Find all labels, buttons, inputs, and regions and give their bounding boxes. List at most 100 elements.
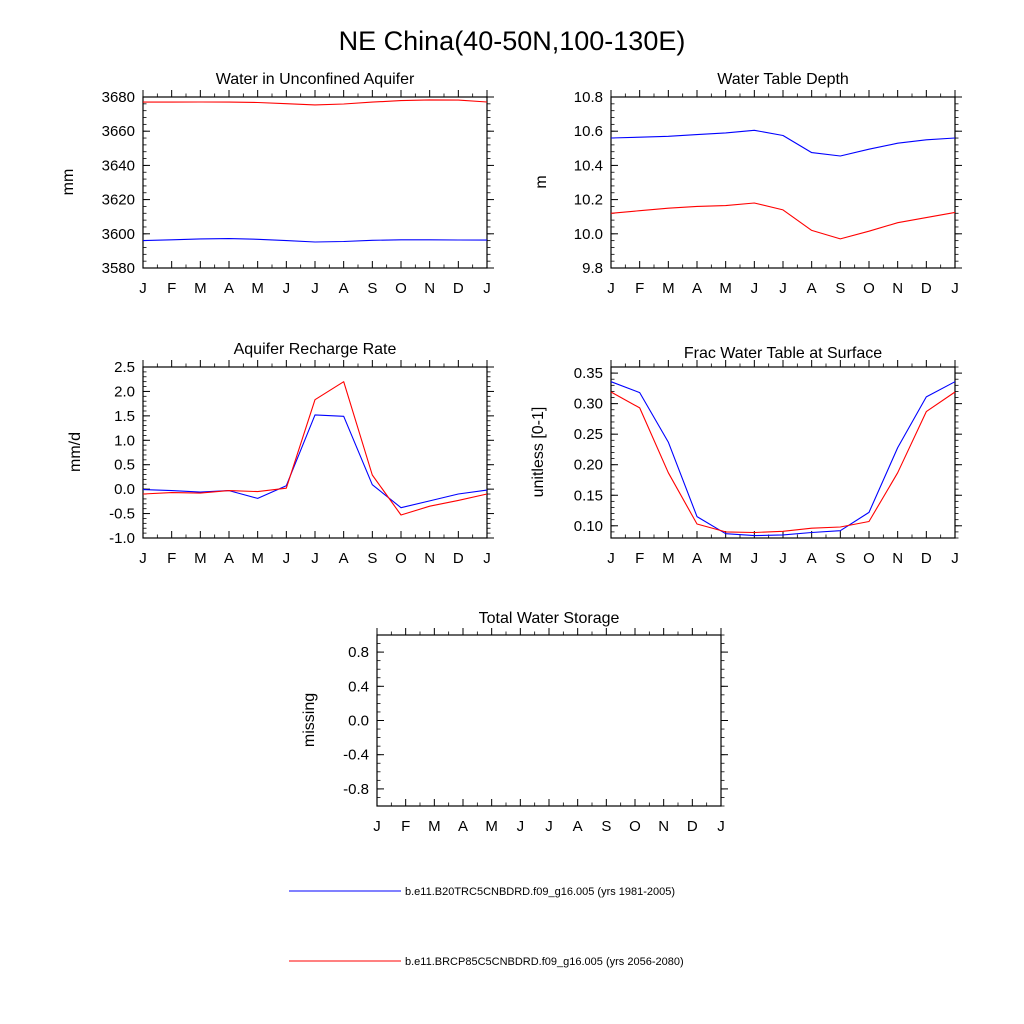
x-tick-label: J	[607, 550, 615, 567]
series-line	[610, 202, 956, 240]
y-tick-label: 0.5	[114, 457, 135, 474]
y-tick-label: 10.8	[574, 89, 603, 106]
x-tick-label: F	[167, 550, 176, 567]
x-tick-label: S	[835, 550, 845, 567]
x-tick-label: A	[692, 280, 702, 297]
x-tick-label: J	[951, 280, 959, 297]
x-tick-label: J	[607, 280, 615, 297]
x-tick-label: M	[251, 280, 264, 297]
y-tick-label: 10.6	[574, 123, 603, 140]
x-tick-label: A	[224, 550, 234, 567]
x-tick-label: D	[453, 550, 464, 567]
x-tick-label: F	[167, 280, 176, 297]
y-tick-label: 2.0	[114, 383, 135, 400]
y-tick-label: 0.10	[574, 518, 603, 535]
x-tick-label: J	[139, 280, 147, 297]
x-tick-label: D	[453, 280, 464, 297]
x-tick-label: A	[573, 818, 583, 835]
y-tick-label: 1.5	[114, 408, 135, 425]
legend: b.e11.B20TRC5CNBDRD.f09_g16.005 (yrs 198…	[289, 886, 684, 968]
x-tick-label: D	[921, 550, 932, 567]
y-tick-label: -0.8	[343, 781, 369, 798]
y-tick-label: 0.4	[348, 678, 369, 695]
x-tick-label: N	[892, 550, 903, 567]
y-tick-label: 0.25	[574, 426, 603, 443]
series-line	[610, 381, 956, 537]
y-tick-label: 3600	[102, 226, 135, 243]
x-tick-label: M	[428, 818, 441, 835]
x-tick-label: O	[395, 280, 407, 297]
x-tick-label: O	[863, 550, 875, 567]
x-tick-label: N	[658, 818, 669, 835]
x-tick-label: M	[719, 550, 732, 567]
y-tick-label: 0.15	[574, 487, 603, 504]
x-tick-label: J	[751, 550, 759, 567]
y-axis-label: unitless [0-1]	[530, 407, 547, 498]
x-tick-label: A	[224, 280, 234, 297]
x-tick-label: A	[339, 550, 349, 567]
x-tick-label: J	[373, 818, 381, 835]
x-tick-label: J	[517, 818, 525, 835]
x-tick-label: D	[921, 280, 932, 297]
legend-item: b.e11.BRCP85C5CNBDRD.f09_g16.005 (yrs 20…	[289, 956, 684, 968]
panel-title: Aquifer Recharge Rate	[234, 341, 397, 358]
x-tick-label: J	[483, 550, 491, 567]
x-tick-label: M	[251, 550, 264, 567]
x-tick-label: O	[863, 280, 875, 297]
x-tick-label: N	[892, 280, 903, 297]
x-tick-label: J	[951, 550, 959, 567]
x-tick-label: J	[139, 550, 147, 567]
x-tick-label: O	[629, 818, 641, 835]
x-tick-label: N	[424, 280, 435, 297]
y-tick-label: 0.0	[114, 481, 135, 498]
x-tick-label: A	[339, 280, 349, 297]
plot-frame	[142, 366, 488, 539]
y-tick-label: 10.0	[574, 226, 603, 243]
x-tick-label: M	[662, 550, 675, 567]
x-tick-label: A	[692, 550, 702, 567]
y-tick-label: 2.5	[114, 359, 135, 376]
panel-title: Frac Water Table at Surface	[684, 345, 882, 362]
plot-frame	[610, 366, 956, 539]
y-tick-label: -0.5	[109, 506, 135, 523]
x-tick-label: J	[545, 818, 553, 835]
x-tick-label: S	[367, 280, 377, 297]
x-tick-label: F	[401, 818, 410, 835]
y-tick-label: 10.2	[574, 192, 603, 209]
y-axis-label: mm	[60, 169, 77, 196]
y-tick-label: 9.8	[582, 260, 603, 277]
x-tick-label: J	[283, 550, 291, 567]
series-line	[143, 99, 488, 106]
x-tick-label: M	[719, 280, 732, 297]
panel-frac-water-table-surface: Frac Water Table at Surface unitless [0-…	[530, 345, 962, 567]
y-tick-label: -0.4	[343, 747, 369, 764]
x-tick-label: F	[635, 280, 644, 297]
x-tick-label: J	[779, 280, 787, 297]
x-tick-label: J	[283, 280, 291, 297]
y-tick-label: 10.4	[574, 157, 603, 174]
panel-title: Total Water Storage	[479, 610, 620, 627]
x-tick-label: A	[807, 280, 817, 297]
series-line	[610, 129, 956, 157]
legend-item: b.e11.B20TRC5CNBDRD.f09_g16.005 (yrs 198…	[289, 886, 675, 898]
y-tick-label: 3660	[102, 123, 135, 140]
x-tick-label: A	[458, 818, 468, 835]
legend-label: b.e11.BRCP85C5CNBDRD.f09_g16.005 (yrs 20…	[405, 956, 684, 968]
y-tick-label: 0.35	[574, 365, 603, 382]
x-tick-label: S	[367, 550, 377, 567]
y-tick-label: 3680	[102, 89, 135, 106]
panel-water-table-depth: Water Table Depth m J F M A M J J A S O N D J9.810.0…	[533, 71, 962, 297]
y-axis-label: mm/d	[67, 432, 84, 472]
series-line	[142, 414, 488, 509]
x-tick-label: J	[311, 280, 319, 297]
x-tick-label: J	[779, 550, 787, 567]
y-tick-label: 0.20	[574, 457, 603, 474]
y-tick-label: 1.0	[114, 432, 135, 449]
x-tick-label: F	[635, 550, 644, 567]
series-line	[610, 391, 956, 534]
y-tick-label: 3580	[102, 260, 135, 277]
